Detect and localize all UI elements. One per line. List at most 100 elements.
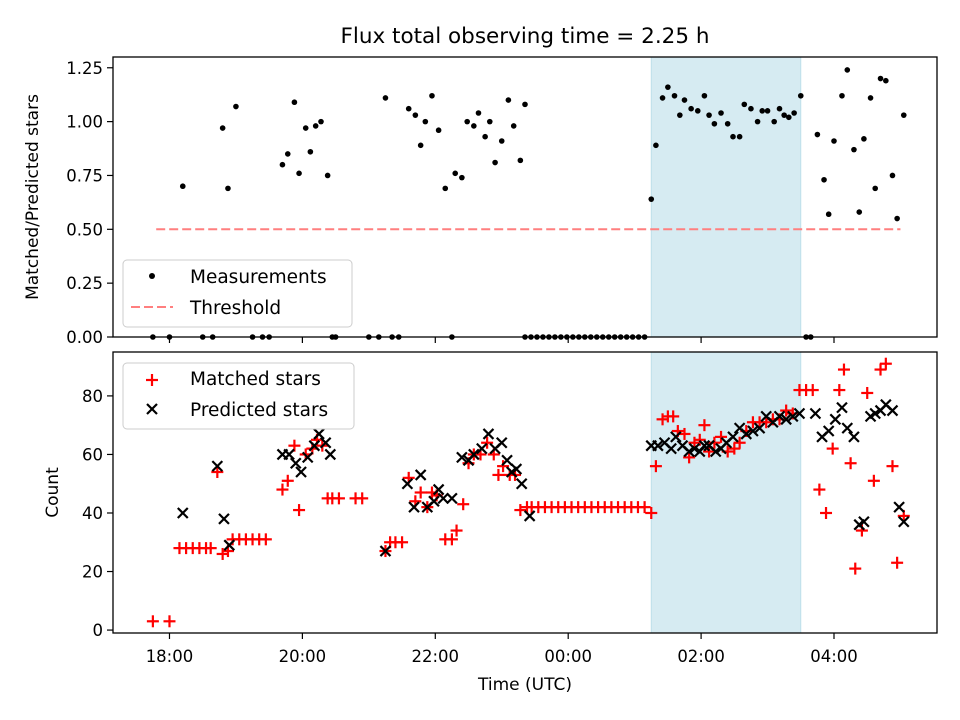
predicted-star-point [437,492,450,505]
measurement-point [498,138,505,144]
predicted-star-point [836,401,848,414]
measurement-point [814,131,821,138]
x-tick-label: 00:00 [544,647,592,666]
matched-star-point [649,460,662,473]
x-tick-label: 04:00 [810,647,858,666]
measurement-point [405,105,412,112]
matched-star-point [760,416,773,429]
top-y-tick-label: 0.50 [66,220,103,239]
predicted-star-point [897,515,910,528]
matched-star-point [683,451,696,464]
highlight-span-bottom [650,351,802,634]
measurement-point [872,185,878,192]
predicted-star-point [753,422,766,434]
matched-star-point [293,504,306,517]
measurement-point [711,120,718,127]
x-tick-label: 20:00 [279,647,327,666]
matched-star-point [820,506,833,519]
measurement-point [459,174,465,181]
predicted-star-point [515,477,528,490]
matched-star-point [514,504,527,517]
measurement-point [681,97,688,103]
matched-star-point [163,615,176,628]
measurement-point [877,75,884,82]
measurement-point [225,185,231,192]
bottom-x-axis: 18:00 20:00 22:00 00:00 02:00 04:00 [146,633,858,666]
predicted-star-point [223,539,236,551]
predicted-star-point [495,436,508,449]
measurement-point [219,125,226,131]
predicted-star-point [740,428,753,440]
measurement-point [706,112,712,118]
top-y-tick-label: 1.00 [66,113,103,132]
predicted-star-point [324,448,337,461]
matched-star-point [780,404,793,417]
predicted-star-point [848,431,860,443]
measurement-point [417,142,424,149]
predicted-star-point [698,439,711,452]
measurement-point [324,172,331,179]
matched-star-point [645,506,658,519]
bottom-legend: Matched stars Predicted stars [122,362,355,430]
predicted-star-point [652,439,664,452]
measurement-point [482,133,488,140]
predicted-star-point [414,469,427,481]
measurement-point [382,95,389,101]
measurement-point [856,209,863,215]
measurement-point [284,151,291,157]
matched-star-point [693,433,706,446]
bottom-y-tick-label: 40 [82,504,103,523]
measurement-point [422,118,429,125]
measurement-point [665,84,671,90]
predicted-star-point [456,451,468,464]
measurement-point [741,101,748,108]
measurement-point [730,133,736,140]
matched-star-point [833,384,846,397]
predicted-star-point [787,410,799,423]
bottom-y-tick-label: 80 [82,387,103,406]
predicted-star-point [893,501,905,513]
bottom-panel: 0 20 40 60 80 18:00 20:00 22:00 00:00 02:00 04:00… [43,351,938,695]
matched-star-point [204,542,217,555]
measurement-point [786,114,792,121]
predicted-star-point [319,436,332,449]
matched-star-point [211,466,224,479]
measurement-point [452,170,459,177]
top-y-tick-label: 0.25 [66,274,103,293]
measurement-point [522,101,528,108]
top-y-axis-label: Matched/Predicted stars [23,94,43,300]
matched-star-point [497,460,510,473]
matched-star-point [826,442,839,455]
matched-star-point [450,524,463,537]
matched-star-point [813,483,826,496]
predicted-star-point [829,413,842,426]
matched-star-point [728,442,741,455]
matched-star-point [332,492,345,505]
predicted-star-point [476,442,488,455]
legend-measurements-label: Measurements [190,267,327,288]
measurement-point [179,183,186,190]
measurement-point [736,133,743,140]
matched-star-point [638,501,651,514]
measurement-point [718,110,724,116]
matched-star-point [733,436,746,449]
measurement-point [889,172,896,179]
measurement-point [659,95,666,101]
matched-star-point [146,615,159,628]
measurement-point [797,92,804,99]
highlight-span-top [650,56,802,338]
matched-star-point [356,492,369,505]
matched-star-point [703,445,716,458]
matched-star-point [708,436,721,449]
predicted-star-point [289,457,302,470]
predicted-star-point [727,431,739,443]
matched-star-point [481,436,494,449]
x-tick-label: 18:00 [146,647,194,666]
measurement-point [724,120,731,127]
predicted-star-point [780,413,792,426]
predicted-star-point [747,425,759,437]
predicted-star-point [428,495,440,508]
matched-star-point [259,533,272,546]
predicted-star-points [176,398,910,557]
